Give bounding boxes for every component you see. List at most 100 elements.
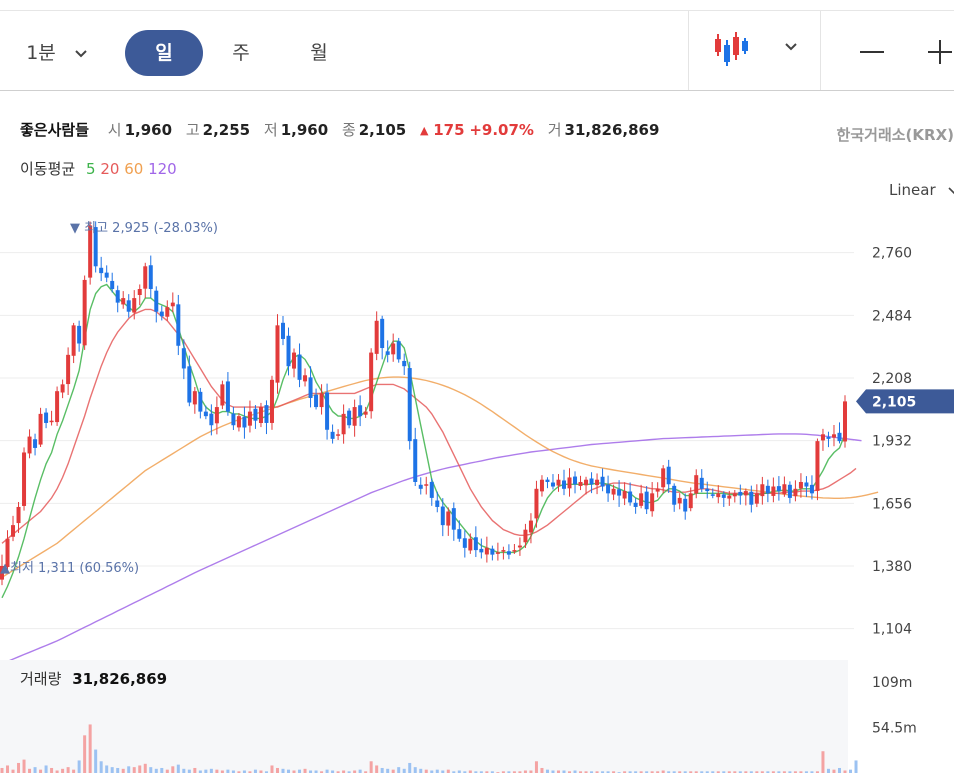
ma60-line bbox=[1, 376, 879, 578]
candle-body bbox=[363, 411, 368, 415]
candle-body bbox=[374, 320, 379, 354]
candle-body bbox=[198, 391, 203, 412]
volume-panel-label: 거래량 31,826,869 bbox=[20, 668, 167, 689]
candle-body bbox=[506, 551, 511, 555]
candle-body bbox=[446, 511, 451, 526]
candle-body bbox=[231, 413, 236, 426]
candle-body bbox=[721, 494, 726, 498]
volume-bar bbox=[110, 767, 114, 773]
toolbar-divider bbox=[0, 90, 954, 91]
candle-body bbox=[589, 478, 594, 485]
candle-body bbox=[523, 529, 528, 543]
candle-body bbox=[705, 488, 710, 492]
tab-day[interactable]: 일 bbox=[125, 30, 203, 76]
candle-body bbox=[121, 298, 126, 305]
volume-bar bbox=[540, 767, 544, 773]
candle-body bbox=[104, 272, 109, 278]
volume-bar bbox=[402, 768, 406, 773]
volume-bar bbox=[270, 765, 274, 773]
candle-body bbox=[396, 341, 401, 360]
candle-body bbox=[209, 413, 214, 426]
change-value: 175 bbox=[433, 121, 465, 139]
volume-bar bbox=[44, 765, 48, 773]
chart-type-dropdown[interactable] bbox=[712, 30, 808, 70]
volume-bar bbox=[446, 769, 450, 773]
candle-body bbox=[247, 411, 252, 426]
volume-bar bbox=[275, 767, 279, 773]
volume-bar bbox=[209, 768, 213, 773]
low-value: 1,960 bbox=[280, 121, 329, 139]
candle-body bbox=[192, 391, 197, 405]
volume-bar bbox=[138, 765, 142, 773]
zoom-in-button[interactable] bbox=[926, 38, 954, 66]
candle-body bbox=[501, 550, 506, 552]
candle-body bbox=[385, 351, 390, 355]
volume-bar bbox=[88, 724, 92, 773]
candle-body bbox=[843, 401, 847, 442]
close-value: 2,105 bbox=[358, 121, 407, 139]
candle-body bbox=[617, 489, 622, 496]
volume-bar bbox=[253, 769, 257, 773]
candle-body bbox=[837, 432, 842, 442]
volume-bar bbox=[375, 765, 379, 773]
candle-body bbox=[611, 488, 616, 495]
volume-bar bbox=[94, 749, 98, 773]
volume-bar bbox=[149, 767, 153, 773]
candle-body bbox=[220, 384, 225, 406]
scale-mode-dropdown[interactable]: Linear bbox=[889, 181, 954, 199]
candle-body bbox=[391, 343, 396, 355]
candle-body bbox=[699, 477, 704, 489]
volume-bar bbox=[165, 769, 169, 773]
candle-body bbox=[683, 498, 688, 512]
candle-body bbox=[170, 302, 175, 307]
ma120-line bbox=[1, 433, 862, 665]
volume-bar bbox=[408, 762, 412, 773]
up-triangle-icon: ▲ bbox=[419, 124, 429, 137]
candle-body bbox=[765, 485, 770, 494]
volume-bar bbox=[160, 767, 164, 773]
candle-body bbox=[132, 298, 137, 313]
volume-bar bbox=[11, 769, 15, 773]
candle-body bbox=[490, 548, 495, 555]
y-tick-label: 1,380 bbox=[872, 559, 912, 575]
volume-bar bbox=[132, 767, 136, 773]
candle-body bbox=[424, 484, 429, 486]
candle-body bbox=[517, 545, 522, 548]
candle-body bbox=[330, 431, 335, 439]
candle-body bbox=[38, 413, 43, 445]
candle-body bbox=[754, 493, 759, 504]
open-value: 1,960 bbox=[124, 121, 173, 139]
volume-bar bbox=[204, 769, 208, 773]
candle-body bbox=[793, 488, 798, 497]
tab-week[interactable]: 주 bbox=[232, 42, 250, 64]
tab-month[interactable]: 월 bbox=[310, 42, 328, 64]
candle-body bbox=[473, 537, 478, 551]
period-1min-label: 1분 bbox=[26, 42, 56, 64]
candle-body bbox=[126, 300, 131, 312]
candle-body bbox=[27, 436, 32, 454]
volume-bar bbox=[854, 760, 858, 773]
volume-bar bbox=[215, 769, 219, 773]
candle-body bbox=[203, 411, 208, 417]
candle-body bbox=[628, 491, 633, 503]
candle-body bbox=[148, 265, 153, 290]
minus-icon bbox=[860, 51, 884, 53]
candle-body bbox=[567, 477, 572, 489]
volume-bar bbox=[61, 768, 65, 773]
volume-tick-label: 109m bbox=[872, 675, 912, 691]
chevron-down-icon bbox=[948, 186, 954, 194]
candle-body bbox=[297, 354, 302, 380]
volume-bar bbox=[358, 769, 362, 773]
zoom-out-button[interactable] bbox=[858, 40, 886, 64]
volume-bar bbox=[99, 761, 103, 773]
candle-body bbox=[71, 325, 76, 356]
candle-body bbox=[738, 491, 743, 496]
y-tick-label: 1,104 bbox=[872, 622, 912, 638]
toolbar-separator bbox=[688, 11, 689, 90]
price-info-bar: 좋은사람들 시 1,960 고 2,255 저 1,960 종 2,105 ▲ 175 … bbox=[20, 119, 668, 140]
period-1min-dropdown[interactable]: 1분 bbox=[22, 30, 92, 76]
candle-body bbox=[286, 335, 291, 367]
candle-body bbox=[462, 538, 467, 548]
candle-body bbox=[341, 413, 346, 435]
